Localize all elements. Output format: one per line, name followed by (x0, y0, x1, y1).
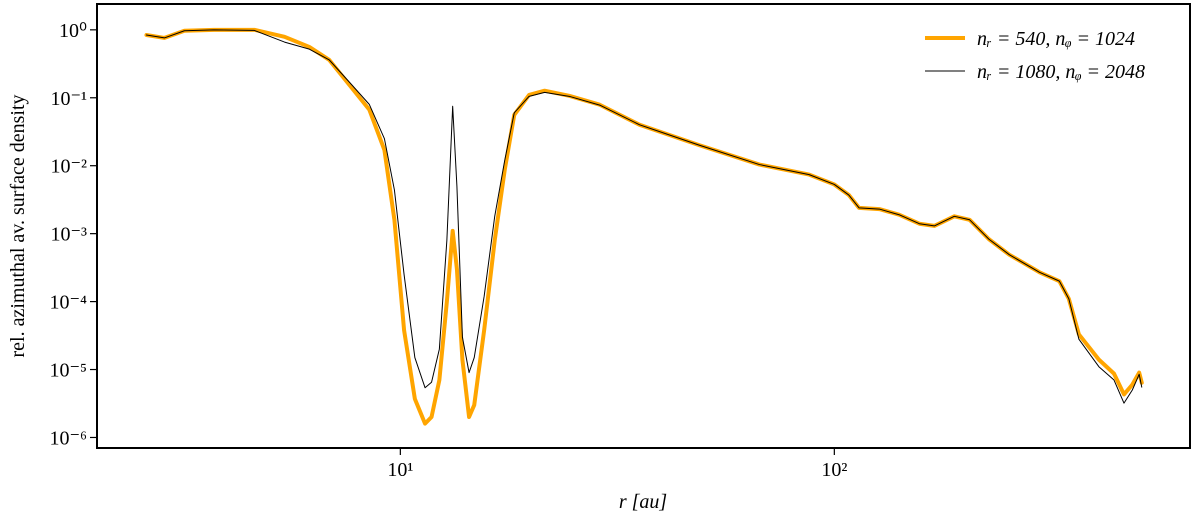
legend-label: nᵣ = 1080, nᵩ = 2048 (977, 61, 1145, 83)
y-tick-label: 10⁻⁵ (49, 360, 87, 382)
y-tick-label: 10⁻¹ (50, 88, 87, 110)
y-tick-label: 10⁻⁶ (49, 427, 87, 449)
x-tick-label: 10¹ (387, 459, 413, 481)
x-axis-label: r [au] (619, 491, 667, 513)
y-tick-label: 10⁻⁴ (49, 292, 87, 314)
plot-frame (96, 3, 1191, 449)
y-tick-label: 10⁻² (50, 156, 87, 178)
x-tick-label: 10² (821, 459, 847, 481)
data-line (145, 29, 1143, 404)
legend-label: nᵣ = 540, nᵩ = 1024 (977, 28, 1135, 50)
data-line (144, 27, 1144, 426)
y-tick-label: 10⁰ (59, 20, 87, 42)
y-axis-label: rel. azimuthal av. surface density (7, 94, 29, 357)
y-tick-label: 10⁻³ (50, 224, 87, 246)
